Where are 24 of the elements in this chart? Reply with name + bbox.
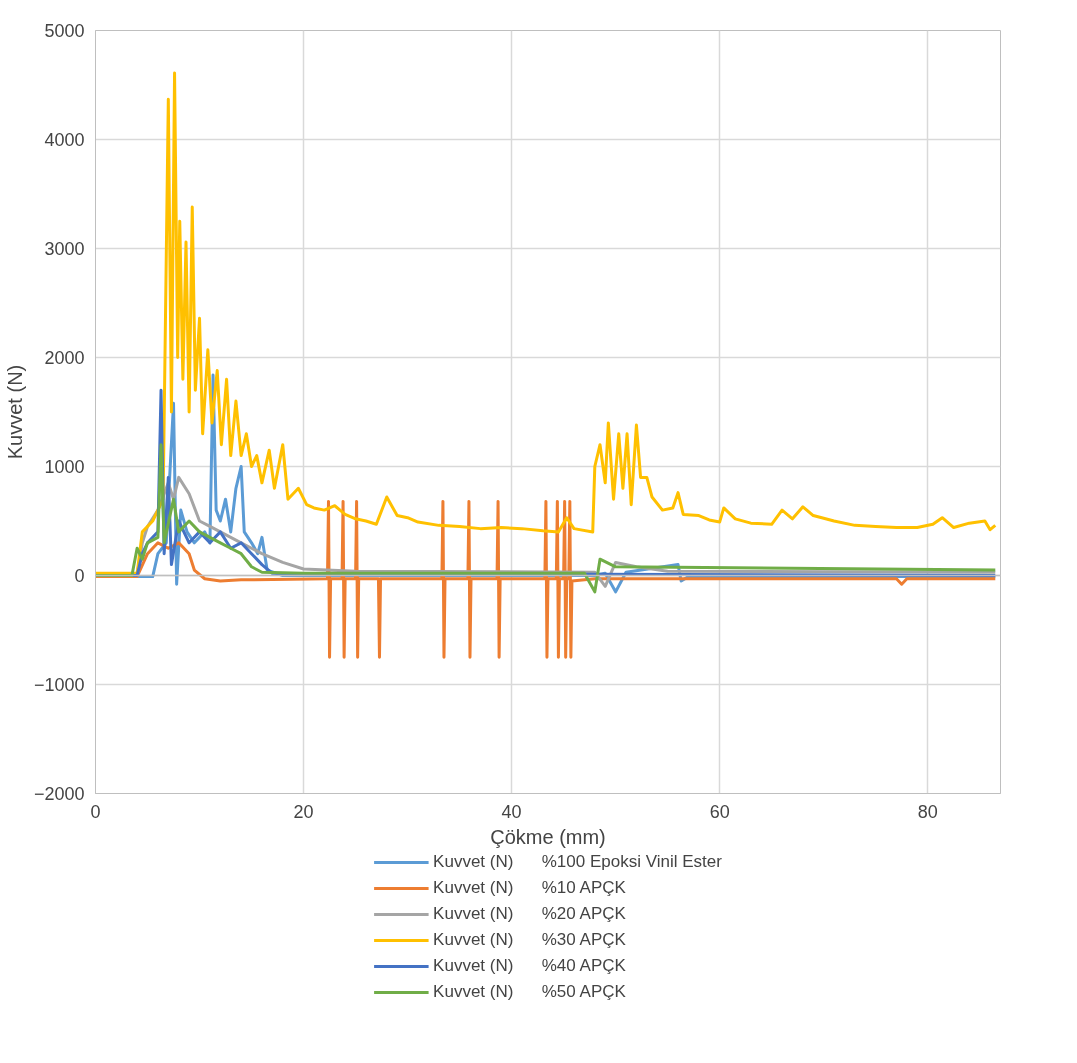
y-tick-label: 2000 [44, 348, 85, 368]
legend-label: Kuvvet (N) %40 APÇK [433, 955, 626, 977]
y-axis-title: Kuvvet (N) [3, 364, 26, 460]
x-tick-label: 40 [501, 801, 522, 822]
legend-label: Kuvvet (N) %100 Epoksi Vinil Ester [433, 851, 722, 873]
y-tick-label: −1000 [33, 675, 85, 695]
y-tick-label: 3000 [44, 239, 85, 259]
x-axis-title: Çökme (mm) [490, 825, 606, 848]
x-tick-label: 80 [917, 801, 938, 822]
x-tick-label: 60 [709, 801, 730, 822]
y-tick-label: 0 [74, 566, 85, 586]
y-tick-label: 1000 [44, 457, 85, 477]
y-tick-label: 4000 [44, 130, 85, 150]
line-series [95, 71, 997, 575]
x-tick-label: 20 [293, 801, 314, 822]
x-tick-label: 0 [90, 801, 101, 822]
line-series [95, 499, 997, 659]
legend-label: Kuvvet (N) %50 APÇK [433, 981, 626, 1003]
y-tick-label: 5000 [44, 21, 85, 41]
legend-label: Kuvvet (N) %20 APÇK [433, 903, 626, 925]
line-series [95, 443, 997, 594]
y-tick-label: −2000 [33, 784, 85, 804]
legend-label: Kuvvet (N) %10 APÇK [433, 877, 626, 899]
legend-label: Kuvvet (N) %30 APÇK [433, 929, 626, 951]
